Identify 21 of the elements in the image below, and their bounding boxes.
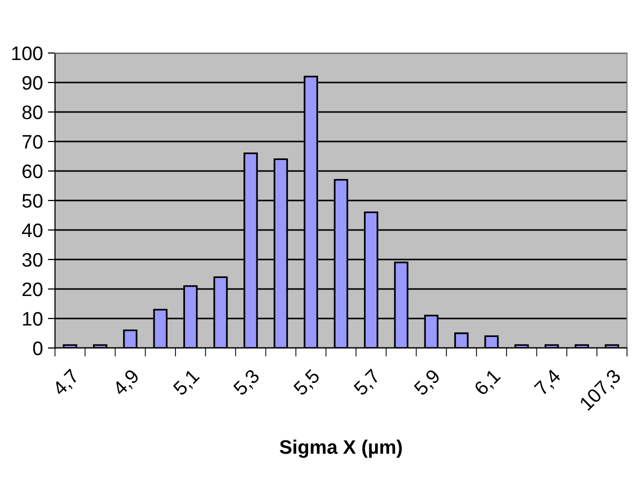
y-tick-label: 90 xyxy=(22,76,42,90)
y-tick-label: 70 xyxy=(22,134,42,149)
y-tick-label: 100 xyxy=(12,46,42,60)
y-tick-label: 40 xyxy=(22,223,42,238)
y-tick-label: 30 xyxy=(22,252,42,267)
y-tick-label: 80 xyxy=(22,105,42,120)
x-tick-label: 5,9 xyxy=(413,368,442,398)
y-tick-label: 20 xyxy=(22,282,42,296)
x-tick-label: 5,1 xyxy=(172,368,202,398)
x-tick-label: 5,5 xyxy=(292,368,322,398)
x-tick-label: 7,4 xyxy=(534,368,564,398)
x-tick-label: 5,3 xyxy=(232,368,262,398)
y-tick-label: 60 xyxy=(22,164,42,178)
x-tick-label: 4,7 xyxy=(52,368,82,398)
x-tick-label: 6,1 xyxy=(473,368,503,398)
x-axis-title: Sigma X (µm) xyxy=(280,440,402,458)
y-tick-label: 50 xyxy=(22,194,42,208)
x-tick-label: 4,9 xyxy=(112,368,142,398)
x-tick-label: 5,7 xyxy=(353,368,382,398)
y-tick-label: 10 xyxy=(23,312,42,326)
y-tick-label: 0 xyxy=(33,341,42,356)
